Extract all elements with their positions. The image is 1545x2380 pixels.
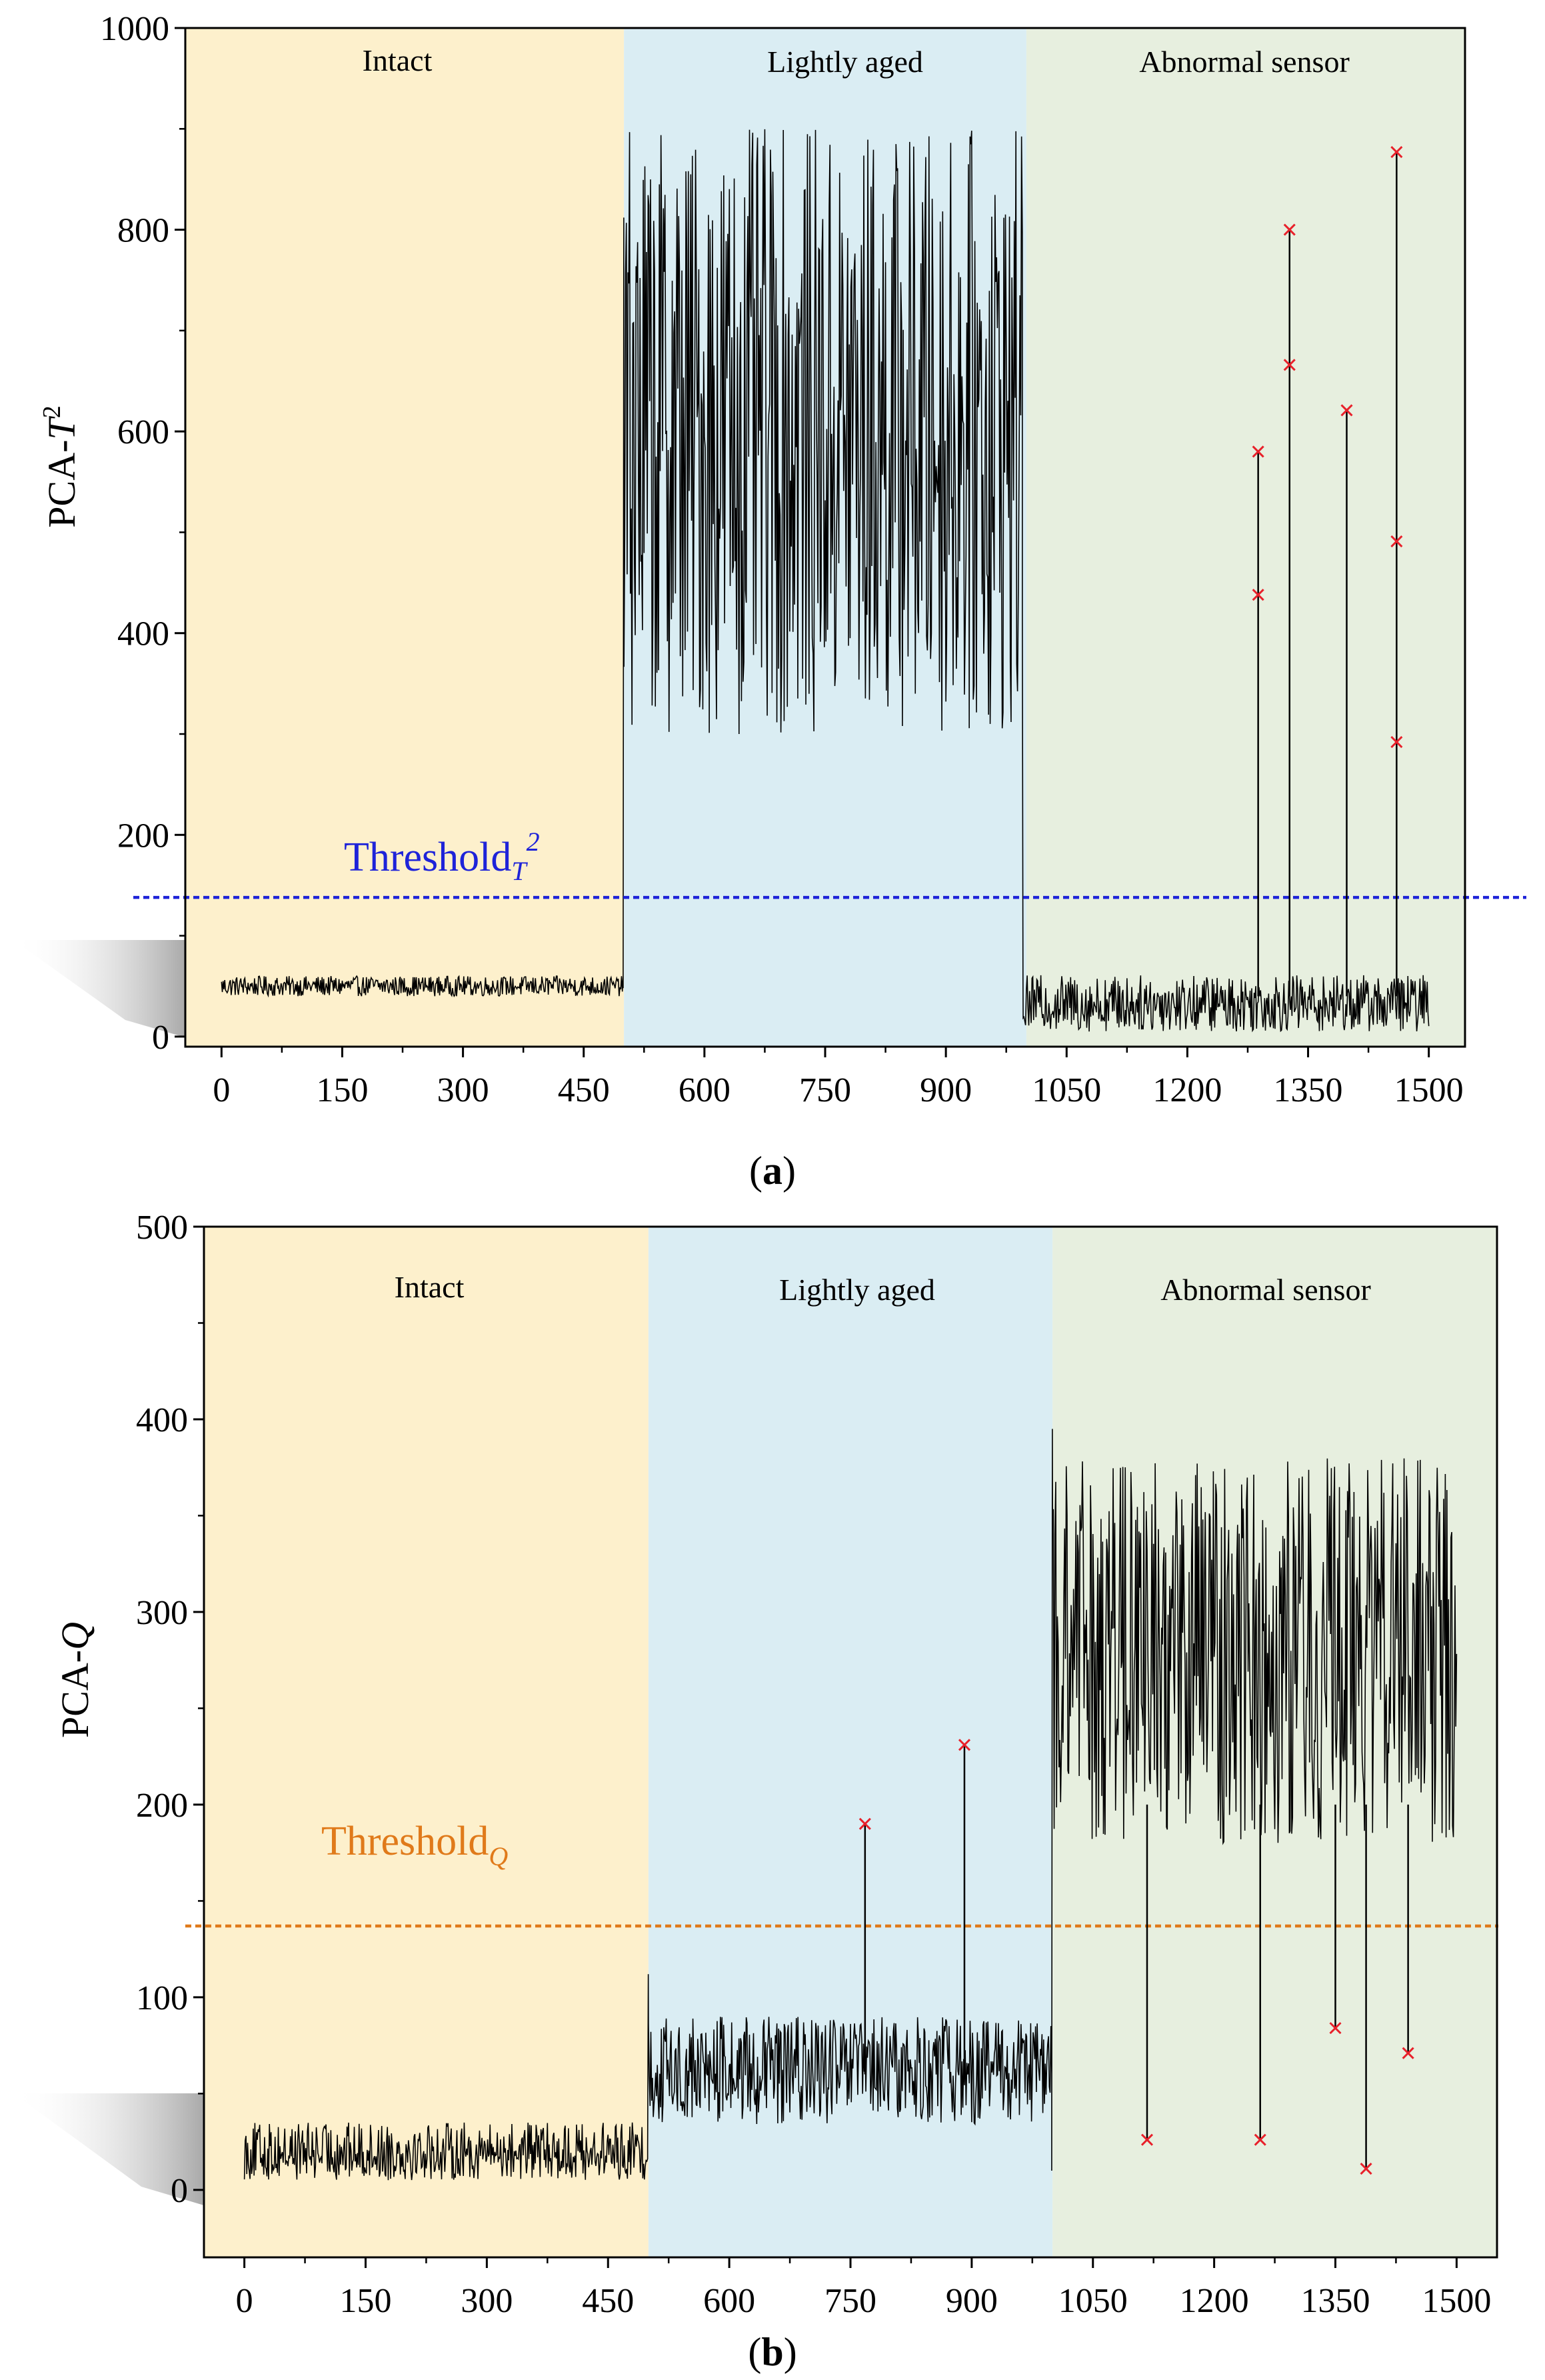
chart-b-anomaly-marker bbox=[858, 1817, 871, 1830]
chart-a-region-label-abnormal: Abnormal sensor bbox=[1139, 45, 1350, 79]
chart-b-y-axis: 0 100 200 300 400 500 bbox=[136, 1209, 204, 2210]
chart-a-y-tick-label: 1000 bbox=[100, 10, 169, 48]
chart-b-anomaly-marker bbox=[1254, 2133, 1266, 2146]
chart-b-anomaly-marker bbox=[1140, 2133, 1154, 2146]
chart-b-anomaly-marker bbox=[1360, 2163, 1372, 2175]
chart-a-y-tick-label: 0 bbox=[152, 1019, 169, 1057]
chart-a-y-axis-title: PCA-T2 bbox=[38, 405, 83, 527]
chart-b-y-tick-label: 500 bbox=[136, 1209, 188, 1247]
chart-b-x-tick-label: 1200 bbox=[1180, 2282, 1249, 2320]
shadow-wedge-a bbox=[13, 940, 185, 1037]
chart-a-region-labels: Intact Lightly aged Abnormal sensor bbox=[363, 43, 1350, 79]
chart-b-x-tick-label: 150 bbox=[340, 2282, 392, 2320]
chart-a-y-tick-label: 400 bbox=[117, 615, 169, 653]
chart-b-y-axis-title: PCA-Q bbox=[53, 1622, 97, 1738]
chart-a-anomaly-marker bbox=[1283, 359, 1296, 371]
chart-a-x-tick-label: 1050 bbox=[1032, 1071, 1101, 1109]
chart-b-x-tick-label: 300 bbox=[461, 2282, 513, 2320]
chart-a-x-tick-label: 450 bbox=[558, 1071, 610, 1109]
chart-a-caption: (a) bbox=[749, 1149, 796, 1193]
chart-a-y-tick-label: 600 bbox=[117, 413, 169, 451]
chart-a-anomalies bbox=[1252, 146, 1403, 997]
chart-a-x-tick-label: 150 bbox=[316, 1071, 368, 1109]
chart-b-x-tick-label: 450 bbox=[582, 2282, 634, 2320]
chart-a-x-tick-label: 1350 bbox=[1274, 1071, 1343, 1109]
chart-a-region-label-lightly-aged: Lightly aged bbox=[767, 45, 923, 79]
chart-b-y-tick-label: 200 bbox=[136, 1787, 188, 1825]
chart-b-y-tick-label: 0 bbox=[171, 2172, 188, 2210]
chart-a-x-tick-label: 300 bbox=[437, 1071, 489, 1109]
chart-a: Intact Lightly aged Abnormal sensor Thre… bbox=[38, 10, 1526, 1193]
chart-a-x-tick-label: 1500 bbox=[1394, 1071, 1464, 1109]
chart-a-x-tick-label: 900 bbox=[920, 1071, 972, 1109]
chart-a-x-tick-label: 1200 bbox=[1152, 1071, 1222, 1109]
chart-b-region-0 bbox=[204, 1227, 649, 2257]
chart-b-series bbox=[243, 1429, 1458, 2181]
chart-b-anomaly-marker bbox=[1402, 2047, 1414, 2059]
chart-b-y-tick-label: 100 bbox=[136, 1979, 188, 2017]
chart-a-anomaly-marker bbox=[1340, 404, 1353, 417]
chart-b-anomaly-marker bbox=[1329, 2022, 1342, 2035]
chart-a-y-axis: 0 200 400 600 800 1000 bbox=[100, 10, 185, 1057]
chart-b-anomaly-marker bbox=[958, 1739, 971, 1751]
chart-a-threshold-label: ThresholdT2 bbox=[344, 827, 540, 886]
chart-a-y-tick-label: 200 bbox=[117, 817, 169, 855]
chart-a-anomaly-marker bbox=[1252, 445, 1264, 458]
chart-b-caption: (b) bbox=[748, 2330, 796, 2374]
chart-b-x-tick-label: 1350 bbox=[1301, 2282, 1370, 2320]
chart-a-region-0 bbox=[185, 28, 625, 1047]
chart-b-x-tick-label: 0 bbox=[236, 2282, 253, 2320]
chart-a-anomaly-marker bbox=[1252, 589, 1264, 601]
chart-b-region-2 bbox=[1052, 1227, 1497, 2257]
chart-a-series bbox=[221, 129, 1430, 1033]
chart-a-region-label-intact: Intact bbox=[363, 43, 433, 77]
chart-a-anomaly-marker bbox=[1283, 223, 1296, 236]
chart-b-x-axis: 0 150 300 450 600 750 900 1050 1200 1350 1500 bbox=[236, 2257, 1491, 2320]
chart-b-regions bbox=[204, 1227, 1497, 2257]
chart-a-x-axis: 0 150 300 450 600 750 900 1050 1200 1350 1500 bbox=[213, 1047, 1464, 1109]
chart-b-anomalies bbox=[858, 1739, 1414, 2175]
chart-a-anomaly-marker bbox=[1390, 736, 1403, 749]
chart-b-x-tick-label: 750 bbox=[824, 2282, 876, 2320]
chart-b-y-tick-label: 300 bbox=[136, 1594, 188, 1632]
chart-b-x-tick-label: 900 bbox=[946, 2282, 998, 2320]
shadow-wedge-b bbox=[13, 2093, 204, 2205]
chart-b-x-tick-label: 1500 bbox=[1422, 2282, 1491, 2320]
chart-b-series-line bbox=[243, 1429, 1458, 2181]
chart-b: Intact Lightly aged Abnormal sensor Thre… bbox=[53, 1209, 1498, 2374]
chart-b-x-tick-label: 1050 bbox=[1058, 2282, 1128, 2320]
chart-b-region-label-abnormal: Abnormal sensor bbox=[1160, 1273, 1371, 1307]
chart-a-y-tick-label: 800 bbox=[117, 212, 169, 250]
chart-a-anomaly-marker bbox=[1390, 535, 1403, 548]
chart-b-region-label-intact: Intact bbox=[395, 1270, 465, 1304]
chart-b-threshold-label: ThresholdQ bbox=[321, 1819, 508, 1871]
chart-b-region-label-lightly-aged: Lightly aged bbox=[779, 1273, 935, 1307]
chart-a-x-tick-label: 750 bbox=[799, 1071, 851, 1109]
chart-a-region-2 bbox=[1026, 28, 1465, 1047]
chart-a-series-line bbox=[221, 129, 1430, 1033]
chart-b-region-labels: Intact Lightly aged Abnormal sensor bbox=[395, 1270, 1371, 1307]
chart-a-x-tick-label: 600 bbox=[679, 1071, 731, 1109]
chart-b-y-tick-label: 400 bbox=[136, 1401, 188, 1439]
chart-b-x-tick-label: 600 bbox=[703, 2282, 755, 2320]
chart-a-anomaly-marker bbox=[1390, 146, 1403, 159]
chart-a-x-tick-label: 0 bbox=[213, 1071, 230, 1109]
